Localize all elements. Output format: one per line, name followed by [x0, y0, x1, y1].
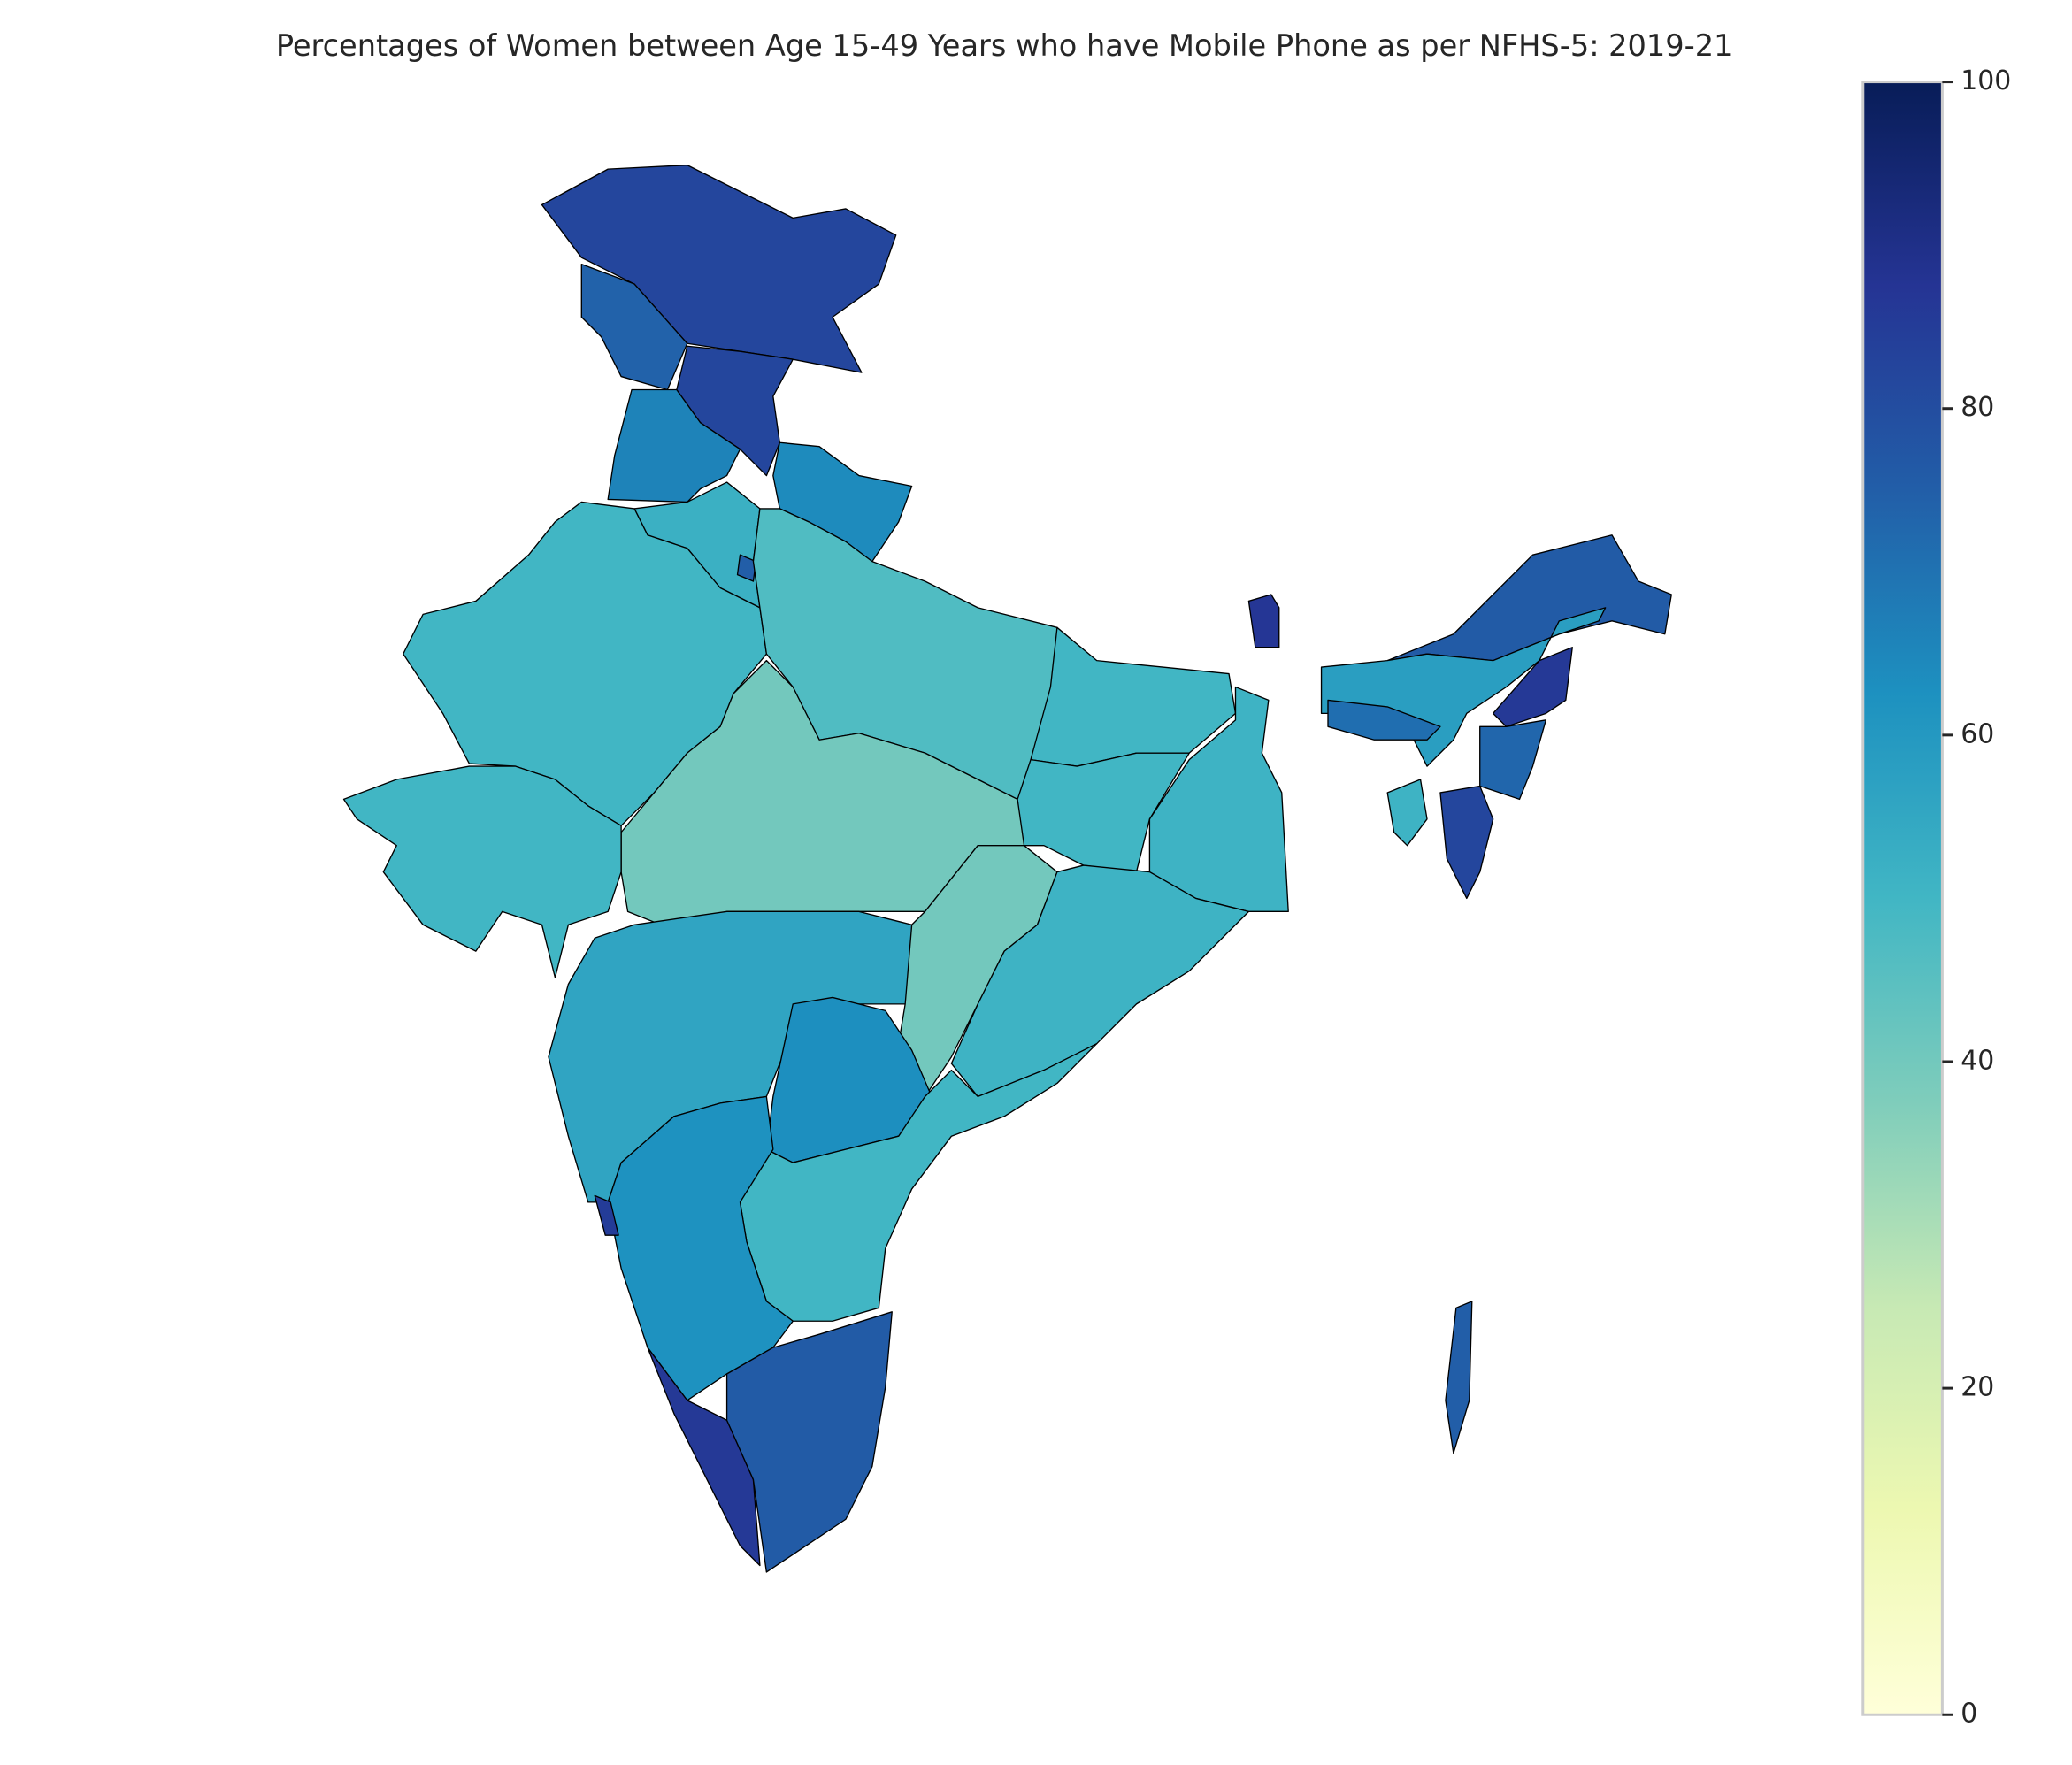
region — [647, 1347, 761, 1567]
region — [594, 1194, 619, 1236]
colorbar-tick-label: 100 — [1961, 65, 2011, 96]
region — [1327, 699, 1441, 741]
region — [342, 765, 622, 978]
region — [725, 1311, 893, 1573]
region — [1030, 626, 1237, 767]
region — [1445, 1301, 1473, 1454]
region — [739, 1043, 1098, 1322]
map — [342, 164, 1672, 1573]
region — [1439, 785, 1494, 900]
region — [1386, 534, 1672, 662]
colorbar-tick-label: 40 — [1961, 1045, 1994, 1076]
region — [1247, 594, 1280, 648]
chart-title: Percentages of Women between Age 15-49 Y… — [276, 28, 1733, 63]
colorbar-tick-label: 20 — [1961, 1372, 1994, 1403]
colorbar-tick-label: 80 — [1961, 392, 1994, 423]
region — [736, 554, 757, 582]
colorbar: 0 20 40 60 80 100 — [1861, 65, 2011, 1730]
region — [607, 388, 741, 503]
colorbar-tick-label: 60 — [1961, 718, 1994, 749]
region — [1386, 779, 1428, 847]
region — [1479, 719, 1547, 801]
colorbar-fill — [1861, 81, 1944, 1716]
region — [580, 263, 688, 391]
colorbar-tick-label: 0 — [1961, 1699, 1977, 1730]
